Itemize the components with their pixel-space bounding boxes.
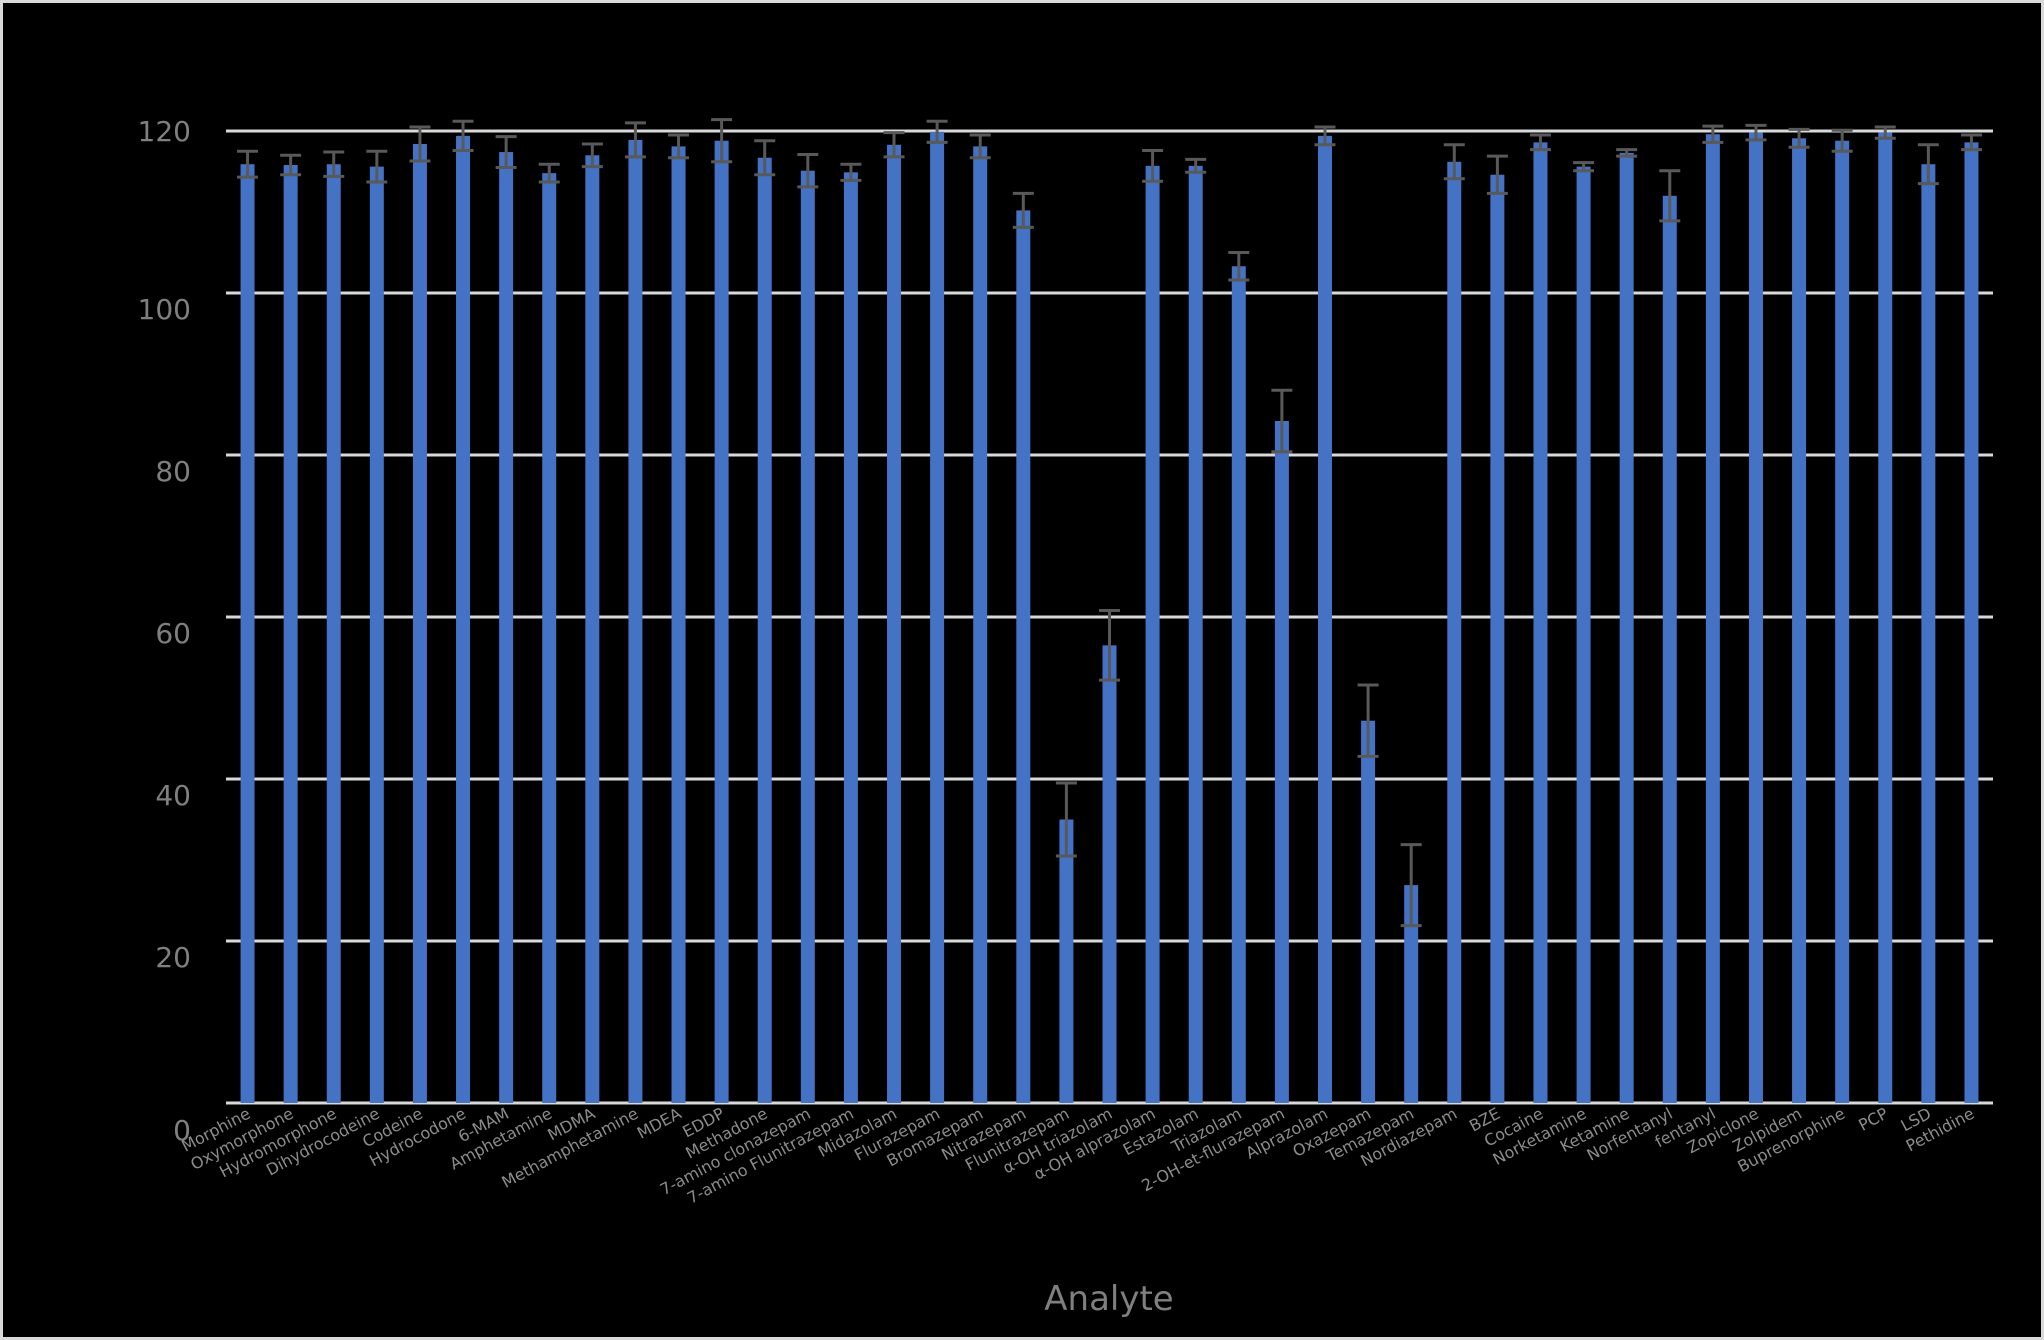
bar [1404, 885, 1419, 1103]
y-tick-label: 60 [155, 617, 191, 650]
bar [499, 152, 514, 1103]
y-axis-tick-labels: 0 20 40 60 80 100 120 [138, 115, 191, 1147]
bar [1145, 165, 1160, 1103]
bar [240, 164, 255, 1103]
bar [1835, 140, 1850, 1104]
bar [930, 131, 945, 1103]
y-tick-label: 20 [155, 941, 191, 974]
bar [714, 140, 729, 1104]
bar [800, 170, 815, 1103]
bar [542, 173, 557, 1103]
x-axis-title: Analyte [1044, 1279, 1173, 1319]
bar [1059, 819, 1074, 1103]
bar [1447, 161, 1462, 1103]
bar [1188, 165, 1203, 1103]
bar [973, 146, 988, 1103]
bar [1964, 142, 1979, 1104]
bar [1878, 132, 1893, 1103]
bar [1748, 132, 1763, 1103]
bar [1576, 166, 1591, 1103]
bar [1662, 195, 1677, 1104]
bar [1231, 266, 1246, 1103]
bars [240, 131, 1979, 1104]
bar [283, 165, 298, 1103]
x-tick-label: PCP [1855, 1104, 1891, 1135]
bar [757, 157, 772, 1104]
bar [1619, 152, 1634, 1103]
bar [628, 139, 643, 1103]
bar [1016, 210, 1031, 1103]
bar [887, 144, 902, 1103]
bar [412, 143, 427, 1103]
gridlines [226, 129, 1993, 1105]
bar [1361, 720, 1376, 1103]
bar [369, 166, 384, 1103]
bar [585, 155, 600, 1104]
bar [671, 146, 686, 1103]
x-axis-tick-labels: MorphineOxymorphoneHydromorphoneDihydroc… [178, 1104, 1977, 1208]
y-tick-label: 0 [173, 1114, 191, 1147]
y-tick-label: 120 [138, 115, 191, 148]
bar [1705, 134, 1720, 1104]
bar [843, 172, 858, 1103]
bar [1317, 135, 1332, 1104]
y-tick-label: 80 [155, 455, 191, 488]
bar [1533, 142, 1548, 1104]
bar [1490, 174, 1505, 1104]
bar [456, 135, 471, 1104]
error-bars [237, 118, 1982, 928]
bar [1792, 138, 1807, 1104]
bar [326, 164, 341, 1103]
bar [1102, 645, 1117, 1103]
x-tick-label: MDEA [634, 1104, 685, 1143]
y-tick-label: 100 [138, 293, 191, 326]
bar [1921, 164, 1936, 1103]
y-tick-label: 40 [155, 779, 191, 812]
bar [1274, 420, 1289, 1104]
